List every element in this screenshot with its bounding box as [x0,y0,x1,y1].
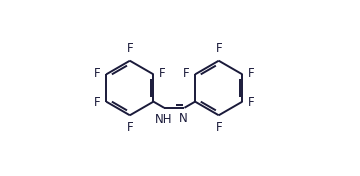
Text: F: F [215,121,222,134]
Text: F: F [126,42,133,55]
Text: F: F [94,96,100,109]
Text: F: F [248,96,255,109]
Text: F: F [248,67,255,80]
Text: F: F [215,42,222,55]
Text: F: F [183,67,189,80]
Text: N: N [179,112,188,125]
Text: F: F [159,67,166,80]
Text: F: F [94,67,100,80]
Text: NH: NH [154,114,172,126]
Text: F: F [126,121,133,134]
